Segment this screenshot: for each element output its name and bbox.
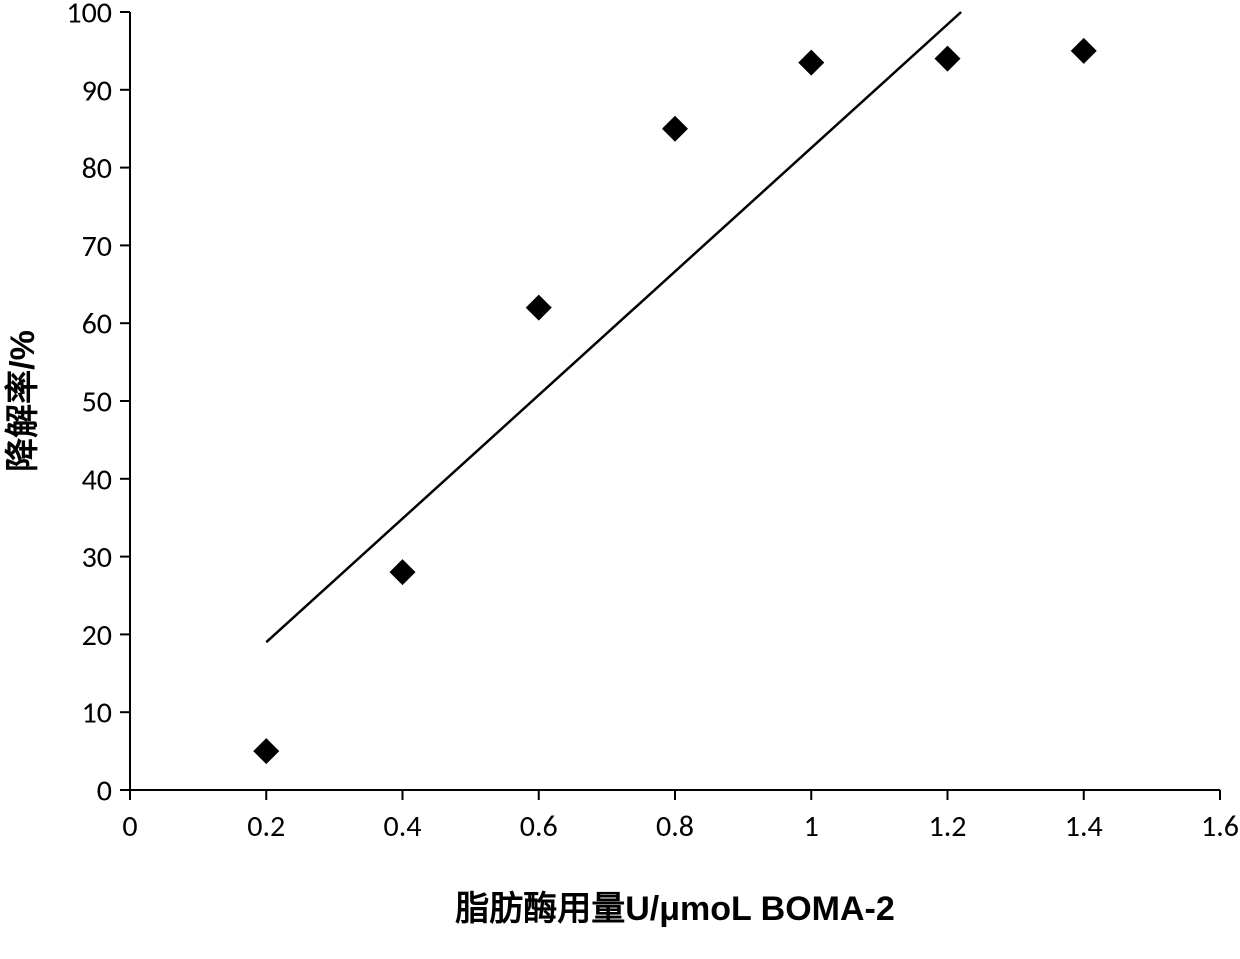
scatter-chart: 0 0.2 0.4 0.6 0.8 1 1.2 1.4 1.6 0 10 20 30 40 50 60 70 80…: [0, 0, 1240, 959]
chart-svg: 0 0.2 0.4 0.6 0.8 1 1.2 1.4 1.6 0 10 20 30 40 50 60 70 80…: [0, 0, 1240, 959]
y-tick-label: 30: [82, 539, 112, 576]
y-tick-label: 60: [82, 306, 112, 343]
x-tick-label: 1.2: [929, 808, 967, 845]
y-tick-label: 40: [82, 461, 112, 498]
y-tick-label: 0: [97, 773, 112, 810]
x-tick-label: 1.4: [1065, 808, 1103, 845]
y-axis-label: 降解率/%: [4, 330, 42, 472]
x-tick-label: 0.4: [384, 808, 422, 845]
y-tick-label: 20: [82, 617, 112, 654]
x-axis-label: 脂肪酶用量U/μmoL BOMA-2: [455, 890, 895, 928]
x-tick-label: 0.2: [247, 808, 285, 845]
x-tick-label: 1.6: [1201, 808, 1239, 845]
x-tick-label: 1: [804, 808, 819, 845]
x-tick-label: 0: [122, 808, 137, 845]
y-tick-label: 80: [82, 150, 112, 187]
x-tick-label: 0.6: [520, 808, 558, 845]
y-tick-label: 70: [82, 228, 112, 265]
y-tick-label: 100: [66, 0, 112, 32]
x-tick-label: 0.8: [656, 808, 694, 845]
y-tick-label: 10: [82, 695, 112, 732]
y-tick-label: 50: [82, 384, 112, 421]
y-tick-label: 90: [82, 72, 112, 109]
